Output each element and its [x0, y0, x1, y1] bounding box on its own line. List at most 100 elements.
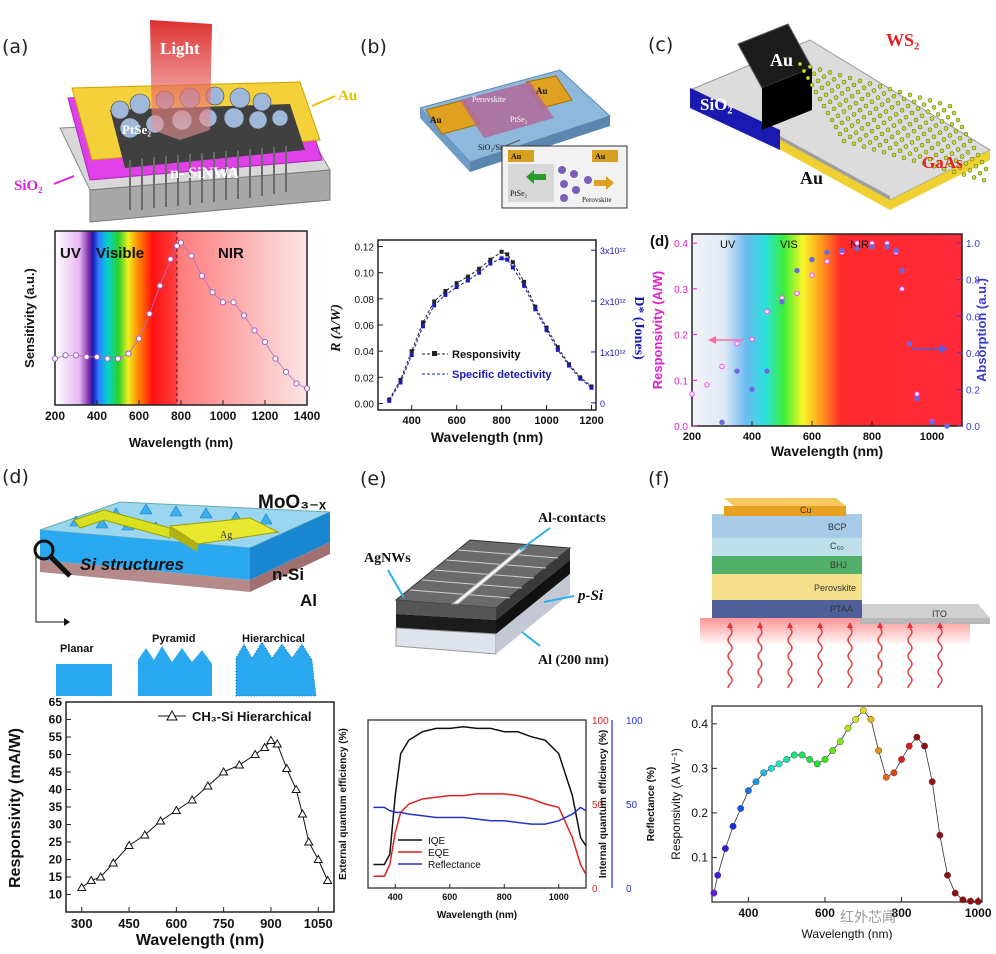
wave-icon [937, 627, 943, 688]
ws2-atom [943, 126, 949, 131]
ws2-atom [911, 99, 917, 105]
region-uv: UV [720, 239, 736, 251]
pyramid-block [138, 646, 212, 696]
sensitivity-point [198, 272, 206, 279]
series-point [813, 760, 821, 768]
panel-label-b: (b) [360, 36, 387, 58]
ws2-atom [957, 135, 963, 141]
series-point [108, 857, 119, 867]
wave-arrow-icon [757, 622, 763, 628]
series-point [322, 875, 333, 884]
ws2-atom [837, 131, 843, 137]
ws2-atom [949, 151, 955, 156]
series-point [76, 882, 87, 891]
series-point [914, 391, 920, 397]
y3-tick-label: 100 [626, 716, 643, 727]
legend-eqe: EQE [428, 848, 449, 859]
series-point [899, 286, 905, 292]
chart-a: UV Visible NIR 200 400 600 800 1000 1200 1400 … [22, 230, 321, 450]
ws2-atom [877, 142, 883, 148]
series-point [775, 760, 783, 768]
schematic-d: Ag MoO₃₋ₓ Si structures n-Si Al Planar P… [33, 492, 331, 697]
label-c60: C₆₀ [830, 541, 844, 551]
series-point [722, 845, 729, 852]
series-point [854, 245, 860, 252]
sensitivity-point [230, 299, 237, 306]
series-point [313, 854, 324, 863]
series-point [806, 756, 814, 763]
legend-detectivity: Specific detectivity [452, 369, 553, 381]
inset-label-perovskite: Perovskite [582, 196, 612, 204]
panel-label-a: (a) [2, 36, 29, 58]
x-tick-label: 400 [388, 892, 403, 902]
ws2-atom [881, 149, 887, 155]
ws2-atom [899, 137, 905, 142]
label-ito: ITO [932, 609, 947, 619]
series-point [505, 257, 510, 262]
ws2-atom [927, 156, 933, 162]
ws2-atom [893, 141, 899, 147]
ws2-atom [881, 120, 887, 126]
ws2-atom [969, 156, 975, 162]
ws2-atom [891, 152, 897, 158]
ws2-atom [839, 91, 845, 96]
sensitivity-point [261, 338, 269, 346]
ws2-atom [961, 172, 967, 177]
ws2-atom [945, 114, 951, 120]
y-tick-label: 10 [49, 888, 63, 902]
series-point [533, 307, 538, 312]
ws2-atom [895, 130, 901, 135]
sensitivity-point [83, 353, 90, 361]
ws2-atom [807, 64, 813, 70]
series-point [854, 240, 860, 246]
ws2-atom [907, 121, 913, 127]
legend-reflectance: Reflectance [428, 860, 481, 871]
ws2-atom [933, 123, 939, 128]
label-au-right: Au [536, 86, 548, 96]
ws2-lattice [797, 61, 989, 183]
series-point [914, 395, 920, 402]
x-tick-label: 800 [171, 409, 191, 423]
ws2-atom [971, 175, 977, 180]
series-point [859, 707, 867, 714]
series-point [906, 341, 913, 347]
ws2-atom [837, 102, 843, 107]
series-point [499, 249, 504, 254]
ws2-atom [901, 155, 907, 161]
ws2-atom [919, 113, 925, 119]
x-tick-label: 200 [45, 409, 65, 423]
ws2-atom [891, 93, 897, 99]
series-point [893, 247, 899, 254]
sensitivity-point [167, 256, 174, 263]
series-point [454, 285, 459, 290]
ws2-atom [871, 147, 877, 152]
sensitivity-point [51, 355, 59, 362]
ws2-atom [823, 92, 829, 98]
series-point [187, 794, 197, 804]
sensitivity-point [62, 352, 69, 359]
ws2-atom [843, 127, 849, 133]
sensitivity-point [272, 355, 279, 362]
series-point [839, 247, 845, 254]
x-tick-label: 400 [738, 906, 758, 920]
series-point [398, 377, 403, 382]
series-point [477, 270, 482, 275]
ws2-atom [917, 124, 923, 130]
perovskite-film [460, 82, 554, 138]
ws2-atom [859, 96, 865, 102]
ws2-atom [863, 103, 869, 109]
schematic-e: Al-contacts AgNWs p-Si Al (200 nm) [364, 511, 609, 668]
series-point [790, 751, 798, 759]
label-bcp: BCP [828, 522, 847, 532]
ws2-atom [891, 123, 897, 128]
y-tick-label: 0.00 [355, 399, 375, 410]
ws2-atom [847, 134, 853, 140]
series-point [798, 751, 806, 759]
series-point [297, 808, 308, 818]
ws2-atom [951, 140, 957, 145]
ws2-atom [983, 166, 989, 172]
series-point [409, 349, 414, 354]
ws2-atom [849, 123, 855, 128]
ws2-atom [913, 117, 919, 123]
ws2-atom [955, 117, 961, 123]
